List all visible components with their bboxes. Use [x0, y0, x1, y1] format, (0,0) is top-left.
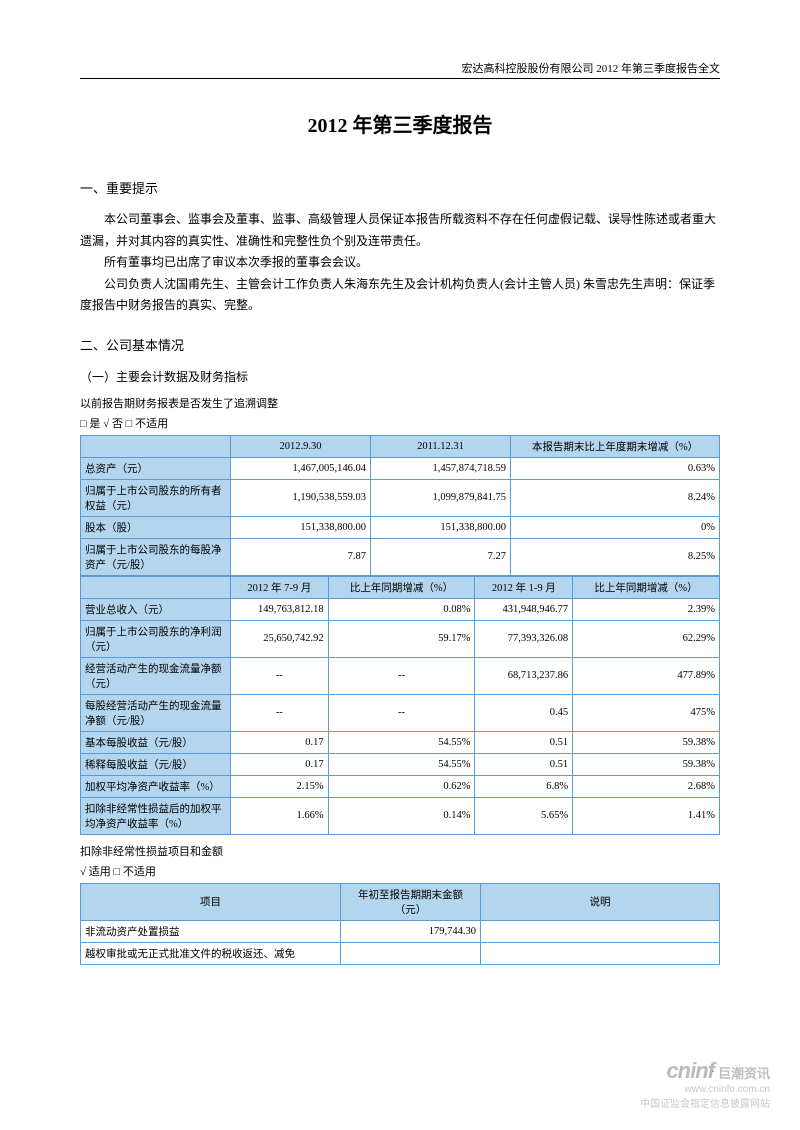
cell: 1,467,005,146.04 — [231, 457, 371, 479]
cell: 151,338,800.00 — [231, 516, 371, 538]
para-1: 本公司董事会、监事会及董事、监事、高级管理人员保证本报告所载资料不存在任何虚假记… — [80, 209, 720, 252]
cell: 62.29% — [573, 620, 720, 657]
col-2011-12: 2011.12.31 — [371, 435, 511, 457]
cell: -- — [231, 657, 329, 694]
cell: 0.63% — [511, 457, 720, 479]
cell: 68,713,237.86 — [475, 657, 573, 694]
row-label: 加权平均净资产收益率（%） — [81, 775, 231, 797]
cell: 0% — [511, 516, 720, 538]
cell: 0.45 — [475, 694, 573, 731]
row-label: 越权审批或无正式批准文件的税收返还、减免 — [81, 942, 341, 964]
cell: 6.8% — [475, 775, 573, 797]
col-item: 项目 — [81, 883, 341, 920]
blank-header — [81, 576, 231, 598]
cell: 0.51 — [475, 731, 573, 753]
cell: 151,338,800.00 — [371, 516, 511, 538]
col-2012-9: 2012.9.30 — [231, 435, 371, 457]
cell: -- — [328, 657, 475, 694]
col-ytd: 2012 年 1-9 月 — [475, 576, 573, 598]
restatement-checkbox: □ 是 √ 否 □ 不适用 — [80, 415, 720, 431]
cell: 59.17% — [328, 620, 475, 657]
section-1-heading: 一、重要提示 — [80, 178, 720, 197]
cell: -- — [231, 694, 329, 731]
cell: 8.24% — [511, 479, 720, 516]
cell: 54.55% — [328, 753, 475, 775]
col-yoy2: 比上年同期增减（%） — [573, 576, 720, 598]
blank-header — [81, 435, 231, 457]
nonrecurring-checkbox: √ 适用 □ 不适用 — [80, 863, 720, 879]
cell: 7.87 — [231, 538, 371, 575]
page-header: 宏达高科控股股份有限公司 2012 年第三季度报告全文 — [80, 60, 720, 79]
cell: 0.14% — [328, 797, 475, 834]
cell: 149,763,812.18 — [231, 598, 329, 620]
cell: 59.38% — [573, 753, 720, 775]
cell: 179,744.30 — [341, 920, 481, 942]
cell: 25,650,742.92 — [231, 620, 329, 657]
cell: 1.41% — [573, 797, 720, 834]
row-label: 总资产（元） — [81, 457, 231, 479]
cell: 1,457,874,718.59 — [371, 457, 511, 479]
restatement-question: 以前报告期财务报表是否发生了追溯调整 — [80, 395, 720, 411]
row-label: 归属于上市公司股东的所有者权益（元） — [81, 479, 231, 516]
cell: 0.51 — [475, 753, 573, 775]
col-amount: 年初至报告期期末金额（元） — [341, 883, 481, 920]
cell: 1.66% — [231, 797, 329, 834]
watermark: cninf 巨潮资讯 www.cninfo.com.cn 中国证监会指定信息披露网… — [640, 1058, 770, 1110]
cell — [341, 942, 481, 964]
cell: 0.17 — [231, 731, 329, 753]
cell: 431,948,946.77 — [475, 598, 573, 620]
row-label: 经营活动产生的现金流量净额（元） — [81, 657, 231, 694]
financial-table-2: 2012 年 7-9 月 比上年同期增减（%） 2012 年 1-9 月 比上年… — [80, 576, 720, 835]
col-note: 说明 — [481, 883, 720, 920]
row-label: 基本每股收益（元/股） — [81, 731, 231, 753]
watermark-sub: 中国证监会指定信息披露网站 — [640, 1095, 770, 1110]
cell: 1,190,538,559.03 — [231, 479, 371, 516]
row-label: 营业总收入（元） — [81, 598, 231, 620]
section-1-body: 本公司董事会、监事会及董事、监事、高级管理人员保证本报告所载资料不存在任何虚假记… — [80, 209, 720, 317]
nonrecurring-table: 项目 年初至报告期期末金额（元） 说明 非流动资产处置损益 179,744.30… — [80, 883, 720, 965]
document-title: 2012 年第三季度报告 — [80, 109, 720, 138]
cell: 54.55% — [328, 731, 475, 753]
cell: 475% — [573, 694, 720, 731]
watermark-logo: cninf — [666, 1058, 714, 1083]
nonrecurring-question: 扣除非经常性损益项目和金额 — [80, 843, 720, 859]
cell: 5.65% — [475, 797, 573, 834]
para-2: 所有董事均已出席了审议本次季报的董事会会议。 — [80, 252, 720, 274]
watermark-cn: 巨潮资讯 — [718, 1066, 770, 1081]
cell: 7.27 — [371, 538, 511, 575]
subsection-heading: （一）主要会计数据及财务指标 — [80, 368, 720, 385]
row-label: 归属于上市公司股东的每股净资产（元/股） — [81, 538, 231, 575]
cell: 0.62% — [328, 775, 475, 797]
col-yoy1: 比上年同期增减（%） — [328, 576, 475, 598]
cell: 477.89% — [573, 657, 720, 694]
cell: 77,393,326.08 — [475, 620, 573, 657]
financial-table-1: 2012.9.30 2011.12.31 本报告期末比上年度期末增减（%） 总资… — [80, 435, 720, 576]
section-2-heading: 二、公司基本情况 — [80, 335, 720, 354]
col-change: 本报告期末比上年度期末增减（%） — [511, 435, 720, 457]
para-3: 公司负责人沈国甫先生、主管会计工作负责人朱海东先生及会计机构负责人(会计主管人员… — [80, 274, 720, 317]
cell: 0.17 — [231, 753, 329, 775]
row-label: 稀释每股收益（元/股） — [81, 753, 231, 775]
row-label: 股本（股） — [81, 516, 231, 538]
cell: 2.15% — [231, 775, 329, 797]
row-label: 归属于上市公司股东的净利润（元） — [81, 620, 231, 657]
row-label: 扣除非经常性损益后的加权平均净资产收益率（%） — [81, 797, 231, 834]
watermark-url: www.cninfo.com.cn — [640, 1084, 770, 1095]
cell: 1,099,879,841.75 — [371, 479, 511, 516]
cell: 0.08% — [328, 598, 475, 620]
cell: -- — [328, 694, 475, 731]
row-label: 非流动资产处置损益 — [81, 920, 341, 942]
cell — [481, 942, 720, 964]
cell: 59.38% — [573, 731, 720, 753]
cell — [481, 920, 720, 942]
cell: 8.25% — [511, 538, 720, 575]
row-label: 每股经营活动产生的现金流量净额（元/股） — [81, 694, 231, 731]
cell: 2.39% — [573, 598, 720, 620]
col-q3: 2012 年 7-9 月 — [231, 576, 329, 598]
cell: 2.68% — [573, 775, 720, 797]
